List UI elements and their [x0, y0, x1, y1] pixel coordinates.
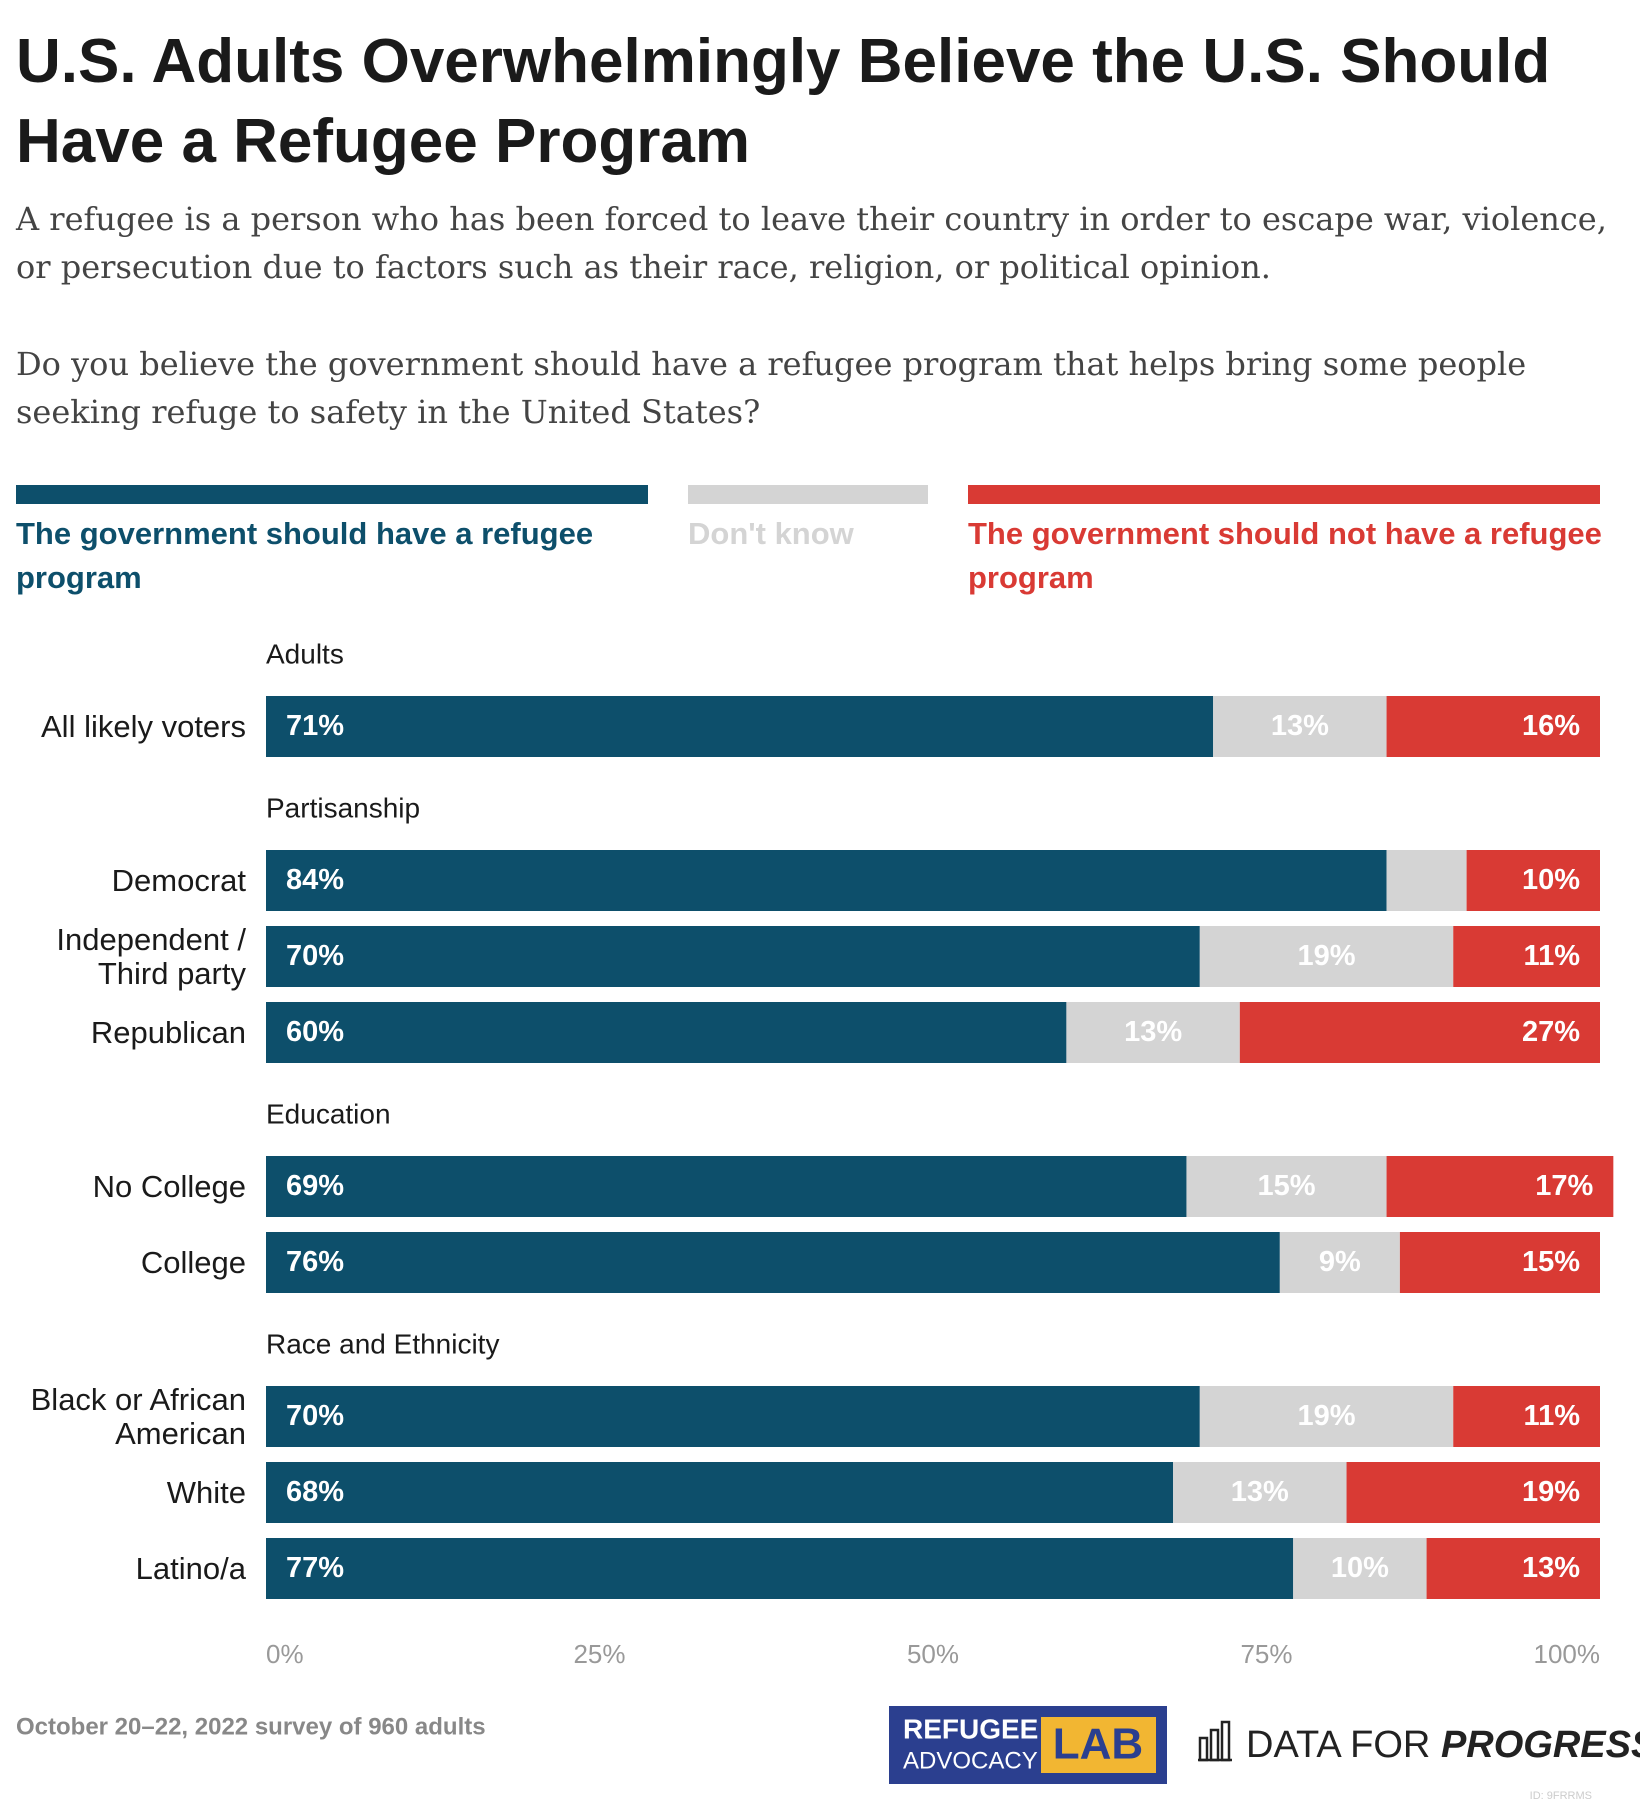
value-label: 69% [286, 1170, 344, 1202]
x-tick-label: 25% [573, 1639, 625, 1669]
x-tick-label: 50% [907, 1639, 959, 1669]
bar [266, 926, 1200, 987]
bar [1279, 1232, 1400, 1293]
legend-label: The government should not have a refugee… [968, 516, 1602, 595]
chart-title: U.S. Adults Overwhelmingly Believe the U… [16, 27, 1551, 176]
logo-text: ADVOCACY [903, 1747, 1038, 1774]
x-tick-label: 75% [1240, 1639, 1292, 1669]
bar [1239, 1002, 1600, 1063]
legend-swatch [688, 485, 928, 504]
y-tick-label: No College [92, 1168, 246, 1204]
note: October 20–22, 2022 survey of 960 adults [16, 1713, 486, 1740]
logo-text: DATA FOR PROGRESS [1246, 1724, 1640, 1766]
legend-swatch [16, 485, 648, 504]
value-label: 19% [1298, 1400, 1356, 1432]
logo-text: DATA FOR [1246, 1724, 1430, 1766]
group-label: Adults [266, 638, 344, 669]
bar [1199, 926, 1454, 987]
bar [266, 1002, 1067, 1063]
y-tick-label: Independent / Third party [56, 921, 246, 991]
legend-label: The government should have a refugee pro… [16, 516, 594, 595]
subtitle: A refugee is a person who has been force… [16, 200, 1607, 286]
value-label: 68% [286, 1476, 344, 1508]
value-label: 19% [1522, 1476, 1580, 1508]
value-label: 13% [1231, 1476, 1289, 1508]
y-tick-label: Black or African American [30, 1381, 246, 1451]
bar [1386, 696, 1600, 757]
id-note: ID: 9FRRMS [1530, 1790, 1592, 1802]
bar [1426, 1538, 1600, 1599]
bar [1386, 850, 1467, 911]
bar [1199, 1386, 1454, 1447]
bar [1453, 926, 1600, 987]
y-tick-label: White [166, 1474, 246, 1510]
value-label: 9% [1319, 1246, 1361, 1278]
bar [1386, 1156, 1614, 1217]
value-label: 19% [1298, 940, 1356, 972]
bar [266, 1156, 1187, 1217]
logo-text: PROGRESS [1441, 1724, 1640, 1766]
subtitle: Do you believe the government should hav… [16, 345, 1527, 431]
logo-lab-box [1041, 1717, 1156, 1773]
value-label: 77% [286, 1552, 344, 1584]
y-tick-label: Latino/a [135, 1550, 246, 1586]
x-tick-label: 0% [266, 1639, 304, 1669]
legend-swatch [968, 485, 1600, 504]
bar [266, 1538, 1294, 1599]
group-label: Race and Ethnicity [266, 1328, 499, 1359]
value-label: 11% [1524, 1400, 1581, 1432]
bar [266, 1462, 1174, 1523]
value-label: 17% [1535, 1170, 1593, 1202]
value-label: 16% [1522, 710, 1580, 742]
logo-text: REFUGEE [903, 1713, 1038, 1744]
value-label: 13% [1124, 1016, 1182, 1048]
bar [266, 696, 1214, 757]
group-label: Education [266, 1098, 391, 1129]
bar [1293, 1538, 1427, 1599]
value-label: 70% [286, 1400, 344, 1432]
value-label: 84% [286, 864, 344, 896]
logo-text: LAB [1053, 1720, 1143, 1769]
bar [1173, 1462, 1347, 1523]
value-label: 70% [286, 940, 344, 972]
bar [266, 1232, 1280, 1293]
value-label: 10% [1522, 864, 1580, 896]
bar [1213, 696, 1387, 757]
value-label: 13% [1522, 1552, 1580, 1584]
value-label: 10% [1331, 1552, 1389, 1584]
bar [1399, 1232, 1600, 1293]
value-label: 27% [1522, 1016, 1580, 1048]
value-label: 60% [286, 1016, 344, 1048]
value-label: 71% [286, 710, 344, 742]
value-label: 76% [286, 1246, 344, 1278]
x-tick-label: 100% [1534, 1639, 1601, 1669]
bar [266, 1386, 1200, 1447]
value-label: 15% [1257, 1170, 1315, 1202]
bar [1453, 1386, 1600, 1447]
value-label: 15% [1522, 1246, 1580, 1278]
bar [1346, 1462, 1600, 1523]
bar [1186, 1156, 1387, 1217]
y-tick-label: Republican [90, 1014, 246, 1050]
bar [266, 850, 1387, 911]
value-label: 13% [1271, 710, 1329, 742]
group-label: Partisanship [266, 792, 420, 823]
y-tick-label: College [140, 1244, 246, 1280]
bar [1466, 850, 1600, 911]
y-tick-label: Democrat [111, 862, 246, 898]
dfp-icon [1198, 1720, 1232, 1762]
value-label: 11% [1524, 940, 1581, 972]
legend-label: Don't know [688, 516, 854, 551]
bar [1066, 1002, 1240, 1063]
y-tick-label: All likely voters [41, 708, 246, 744]
